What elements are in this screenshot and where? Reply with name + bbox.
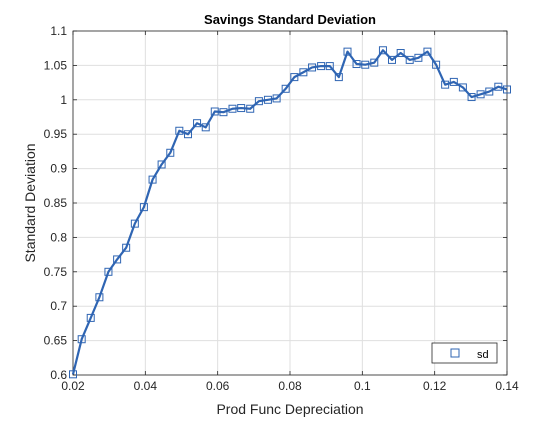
data-point-marker [263,95,272,104]
x-tick-label: 0.1 [354,379,371,393]
data-point-marker [432,60,441,69]
data-point-marker [405,55,414,64]
data-point-marker [281,84,290,93]
legend-box [431,342,498,364]
x-tick-label: 0.02 [61,379,85,393]
data-point-marker [184,130,193,139]
data-point-marker [467,93,476,102]
data-point-marker [254,97,263,106]
data-point-marker [130,219,139,228]
data-point-marker [449,77,458,86]
y-tick-label: 0.65 [44,334,68,348]
x-tick-label: 0.08 [278,379,302,393]
y-tick-label: 0.6 [50,368,67,382]
axis-ticks: 0.02 0.04 0.06 0.08 0.1 0.12 0.14 0.6 0.65 0.7 0.7… [44,24,519,393]
legend: sd [431,342,498,364]
y-axis-label: Standard Deviation [22,143,38,262]
legend-label-sd: sd [477,349,489,361]
data-point-marker [237,104,246,113]
data-point-marker [228,104,237,113]
x-tick-label: 0.06 [206,379,230,393]
y-tick-label: 1.05 [44,58,68,72]
data-point-marker [193,119,202,128]
data-point-marker [272,94,281,103]
data-point-marker [113,255,122,264]
legend-marker-square [450,348,460,358]
data-point-marker [299,68,308,77]
data-point-marker [361,60,370,69]
data-point-marker [325,62,334,71]
data-point-marker [166,148,175,157]
data-point-marker [476,90,485,99]
data-point-marker [387,55,396,64]
y-tick-label: 0.75 [44,265,68,279]
data-point-marker [95,293,104,302]
series-line-sd [71,49,508,375]
data-point-marker [352,60,361,69]
data-point-marker [175,126,184,135]
x-axis-label: Prod Func Depreciation [216,401,363,417]
data-point-marker [378,46,387,55]
data-point-marker [77,335,86,344]
y-tick-label: 0.95 [44,127,68,141]
chart-title: Savings Standard Deviation [204,12,376,27]
data-point-marker [148,175,157,184]
data-point-marker [201,123,210,132]
y-tick-label: 0.9 [50,162,67,176]
data-point-marker [157,160,166,169]
data-point-marker [219,108,228,117]
y-tick-label: 1.1 [50,24,67,38]
y-tick-label: 0.8 [50,230,67,244]
y-tick-label: 0.85 [44,196,68,210]
data-point-marker [343,47,352,56]
x-tick-label: 0.14 [495,379,519,393]
data-point-marker [86,313,95,322]
data-point-marker [210,107,219,116]
data-point-marker [458,83,467,92]
data-point-marker [290,73,299,82]
data-point-marker [334,73,343,82]
data-point-marker [370,58,379,67]
data-point-marker [122,243,131,252]
data-point-marker [317,62,326,71]
series-layer [69,46,511,379]
data-point-marker [246,104,255,113]
data-point-marker [396,49,405,58]
data-point-marker [104,267,113,276]
data-point-marker [441,80,450,89]
y-tick-label: 1 [60,93,67,107]
data-point-marker [503,85,511,94]
data-point-marker [485,87,494,96]
data-point-marker [308,63,317,72]
y-tick-label: 0.7 [50,299,67,313]
data-point-marker [139,203,148,212]
x-tick-label: 0.12 [423,379,447,393]
data-point-marker [494,82,503,91]
data-point-marker [414,53,423,62]
data-point-marker [423,47,432,56]
x-tick-label: 0.04 [134,379,158,393]
data-point-marker [69,370,77,379]
